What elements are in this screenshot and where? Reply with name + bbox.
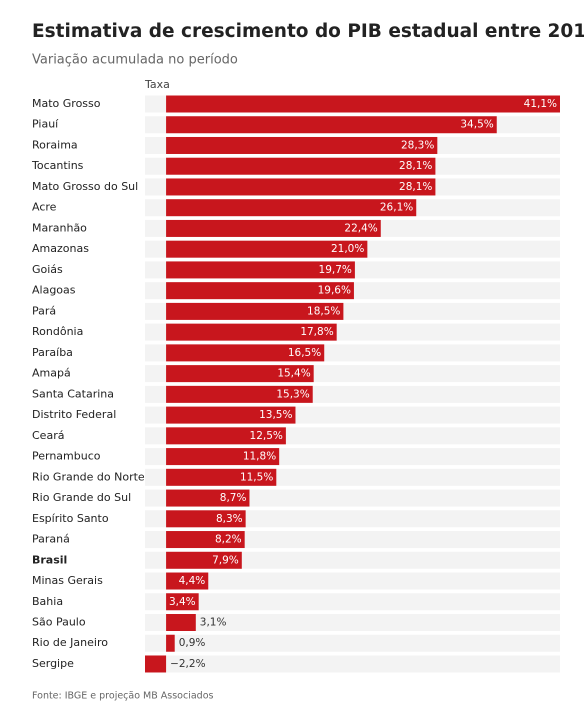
row-background [145,614,560,631]
category-label: Bahia [32,595,63,608]
bar [166,448,280,466]
bar [166,116,497,134]
bar [166,427,286,445]
value-label: −2,2% [170,658,205,670]
category-label: Amapá [32,367,71,380]
value-label: 26,1% [380,202,413,214]
value-label: 8,2% [215,534,242,546]
bar [166,344,325,362]
category-label: Minas Gerais [32,574,103,587]
category-label: Distrito Federal [32,408,116,421]
value-label: 8,3% [216,513,243,525]
value-label: 13,5% [259,409,292,421]
bar [166,136,438,154]
category-label: Goiás [32,263,63,276]
chart-subtitle: Variação acumulada no período [32,53,238,68]
category-label: Mato Grosso do Sul [32,180,138,193]
bar [166,261,355,279]
bar [166,157,436,175]
row-background [145,655,560,673]
bar [166,199,417,217]
bar [166,95,560,113]
category-label: Rio Grande do Norte [32,470,145,483]
bar [166,468,277,486]
bar [166,531,245,549]
value-label: 12,5% [250,430,283,442]
column-header: Taxa [144,78,170,91]
bar [166,365,314,383]
category-label: Rondônia [32,325,83,338]
category-label: Tocantins [31,159,84,172]
value-label: 28,3% [401,139,434,151]
category-label: Alagoas [32,284,76,297]
value-label: 34,5% [460,119,493,131]
value-label: 8,7% [220,492,247,504]
bar [166,282,354,300]
row-background [145,531,560,549]
value-label: 0,9% [179,637,206,649]
row-background [145,572,560,590]
category-label: São Paulo [32,616,86,629]
category-label: Paraná [32,533,70,546]
value-label: 22,4% [344,222,377,234]
source-note: Fonte: IBGE e projeção MB Associados [32,691,214,702]
bar [166,593,199,611]
value-label: 3,1% [200,617,227,629]
value-label: 41,1% [524,98,557,110]
value-label: 28,1% [399,160,432,172]
bar [166,219,381,237]
value-label: 18,5% [307,305,340,317]
row-background [145,510,560,528]
value-label: 3,4% [169,596,196,608]
category-label: Paraíba [32,346,73,359]
category-label: Roraima [32,138,78,151]
bar [166,551,242,569]
bar [166,614,196,631]
value-label: 15,3% [276,388,309,400]
row-background [145,634,560,652]
value-label: 11,5% [240,471,273,483]
category-label: Ceará [32,429,64,442]
category-label: Sergipe [32,657,74,670]
chart-title: Estimativa de crescimento do PIB estadua… [32,21,584,42]
bar [166,572,209,590]
category-label: Piauí [32,118,59,131]
value-label: 19,6% [318,285,351,297]
category-label: Maranhão [32,221,87,234]
bar [166,385,313,403]
bar [166,634,175,652]
bar [166,302,344,320]
value-label: 4,4% [179,575,206,587]
category-label: Pará [32,304,56,317]
category-label: Rio de Janeiro [32,636,108,649]
value-label: 11,8% [243,451,276,463]
value-label: 16,5% [288,347,321,359]
value-label: 21,0% [331,243,364,255]
bar [145,655,167,673]
value-label: 15,4% [277,368,310,380]
row-background [145,551,560,569]
bar [166,240,368,258]
category-label: Brasil [32,553,67,566]
bar [166,323,337,341]
bar [166,489,250,507]
bar [166,178,436,196]
bar [166,406,296,424]
category-label: Rio Grande do Sul [32,491,131,504]
category-label: Santa Catarina [32,387,114,400]
category-label: Espírito Santo [32,512,109,525]
value-label: 7,9% [212,554,239,566]
value-label: 17,8% [300,326,333,338]
category-label: Pernambuco [32,450,101,463]
value-label: 28,1% [399,181,432,193]
category-label: Mato Grosso [32,97,101,110]
bar [166,510,246,528]
category-label: Amazonas [32,242,89,255]
row-background [145,593,560,611]
value-label: 19,7% [319,264,352,276]
category-label: Acre [32,201,57,214]
